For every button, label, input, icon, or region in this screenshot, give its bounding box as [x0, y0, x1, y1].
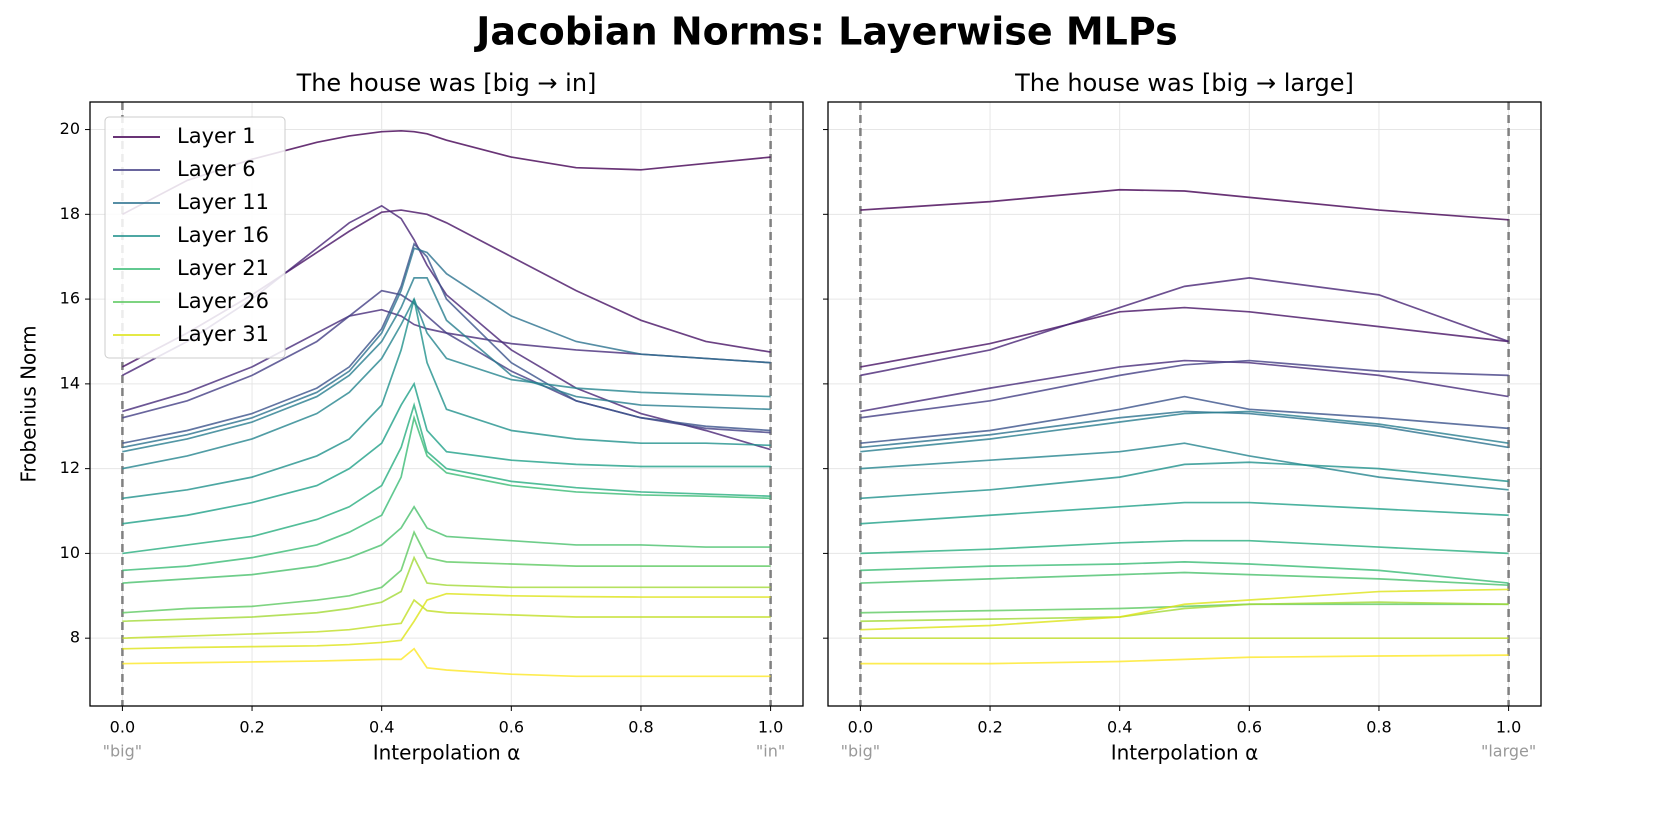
y-tick-label: 20	[60, 119, 80, 138]
series-line	[860, 306, 1509, 368]
y-tick-label: 16	[60, 289, 80, 308]
series-line	[122, 505, 771, 584]
legend-label: Layer 16	[177, 223, 269, 247]
x-tick-label: 0.4	[1107, 718, 1132, 737]
series-line	[860, 395, 1509, 445]
series-line	[860, 359, 1509, 413]
x-axis-label: Interpolation α	[1111, 741, 1259, 765]
panel: The house was [big → in] 0.0 0.2 0.4 0.6 0.8 1…	[17, 69, 804, 765]
x-tick-label: 0.2	[239, 718, 264, 737]
x-tick-label: 0.8	[1366, 718, 1391, 737]
legend-label: Layer 6	[177, 157, 256, 181]
x-axis-label: Interpolation α	[373, 741, 521, 765]
series-line	[860, 410, 1509, 453]
series-line	[860, 601, 1509, 623]
panel-title: The house was [big → large]	[1014, 69, 1354, 97]
x-tick-label: 0.8	[628, 718, 653, 737]
series-line	[122, 242, 771, 445]
annotation: "big"	[841, 742, 880, 761]
annotation: "large"	[1481, 742, 1536, 761]
y-axis-label: Frobenius Norm	[17, 325, 41, 482]
plot-frame	[89, 101, 804, 707]
series-line	[122, 414, 771, 572]
y-tick-label: 18	[60, 204, 80, 223]
y-tick-label: 10	[60, 543, 80, 562]
x-tick-label: 0.0	[848, 718, 873, 737]
series-line	[860, 188, 1509, 221]
series-line	[122, 381, 771, 525]
series-line	[860, 501, 1509, 525]
x-tick-label: 0.6	[499, 718, 524, 737]
legend-label: Layer 21	[177, 256, 269, 280]
y-tick-label: 12	[60, 458, 80, 477]
series-line	[860, 588, 1509, 631]
series-line	[122, 298, 771, 500]
plot-frame	[827, 101, 1542, 707]
series-line	[860, 654, 1509, 665]
y-tick-label: 8	[70, 628, 80, 647]
series-line	[860, 461, 1509, 500]
series-line	[122, 530, 771, 614]
x-tick-label: 1.0	[758, 718, 783, 737]
legend-box	[104, 116, 286, 359]
series-line	[860, 561, 1509, 584]
legend-label: Layer 26	[177, 289, 269, 313]
series-line	[860, 539, 1509, 555]
annotation: "in"	[756, 742, 785, 761]
x-tick-label: 0.2	[977, 718, 1002, 737]
x-tick-label: 0.6	[1237, 718, 1262, 737]
panel: The house was [big → large] 0.0 0.2 0.4 0.6 0…	[823, 69, 1542, 765]
x-tick-label: 0.0	[110, 718, 135, 737]
legend-label: Layer 11	[177, 190, 269, 214]
series-line	[122, 598, 771, 640]
legend-label: Layer 31	[177, 322, 269, 346]
series-line	[860, 603, 1509, 614]
x-tick-label: 0.4	[369, 718, 394, 737]
series-line	[860, 410, 1509, 449]
legend-label: Layer 1	[177, 124, 256, 148]
series-line	[122, 277, 771, 453]
panel-title: The house was [big → in]	[296, 69, 597, 97]
series-line	[122, 592, 771, 650]
series-line	[860, 359, 1509, 419]
series-line	[122, 647, 771, 678]
y-tick-label: 14	[60, 373, 80, 392]
series-line	[860, 277, 1509, 377]
series-line	[122, 555, 771, 623]
x-tick-label: 1.0	[1496, 718, 1521, 737]
series-line	[860, 442, 1509, 491]
annotation: "big"	[103, 742, 142, 761]
series-line	[122, 247, 771, 449]
series-line	[860, 571, 1509, 587]
series-line	[122, 402, 771, 555]
figure-title: Jacobian Norms: Layerwise MLPs	[473, 10, 1177, 54]
